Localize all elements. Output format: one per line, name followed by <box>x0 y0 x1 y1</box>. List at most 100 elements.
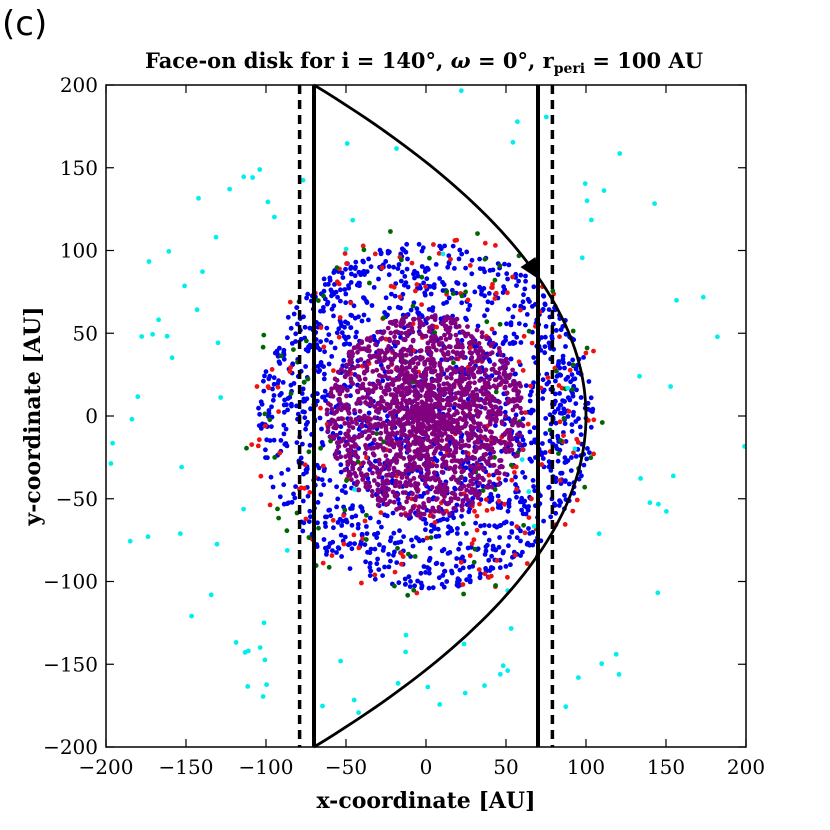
point-purple-core <box>469 359 475 365</box>
point-purple-core <box>361 460 366 466</box>
point-purple-core <box>375 487 381 493</box>
point-blue <box>342 534 348 540</box>
point-blue <box>450 243 456 249</box>
point-blue <box>388 558 393 564</box>
point-red <box>258 473 264 479</box>
point-purple-core <box>333 450 339 456</box>
point-cyan <box>261 620 267 626</box>
point-red <box>489 326 495 332</box>
point-blue <box>336 326 342 332</box>
point-purple-core <box>456 390 461 396</box>
point-purple-core <box>392 334 397 340</box>
point-blue <box>322 520 328 526</box>
point-blue <box>454 556 460 561</box>
point-red <box>512 470 517 475</box>
point-green <box>334 265 340 271</box>
point-cyan <box>164 333 170 339</box>
point-green <box>374 431 380 436</box>
point-blue <box>289 499 295 505</box>
point-green <box>444 289 450 294</box>
point-blue <box>567 397 573 403</box>
point-blue <box>268 474 274 480</box>
point-purple-core <box>439 348 444 353</box>
point-red <box>318 325 324 330</box>
point-purple-core <box>400 352 405 358</box>
point-green <box>472 546 478 552</box>
point-blue <box>446 524 451 530</box>
point-blue <box>364 531 370 536</box>
point-blue <box>573 419 579 424</box>
point-purple-core <box>427 325 432 330</box>
point-purple-core <box>461 404 466 410</box>
point-blue <box>524 541 530 547</box>
point-purple-core <box>380 498 386 503</box>
point-blue <box>546 459 552 465</box>
point-blue <box>298 455 304 461</box>
point-blue <box>355 522 361 527</box>
point-purple-core <box>438 335 444 341</box>
point-blue <box>324 337 329 343</box>
point-blue <box>321 482 327 488</box>
point-cyan <box>213 234 219 240</box>
point-blue <box>281 501 287 507</box>
point-blue <box>416 241 422 247</box>
point-red <box>399 550 404 556</box>
point-purple-core <box>358 346 363 352</box>
point-blue <box>570 357 576 363</box>
point-purple-core <box>440 464 445 470</box>
point-red <box>372 251 378 257</box>
point-purple-core <box>392 387 398 393</box>
point-purple-core <box>397 419 403 425</box>
point-blue <box>502 409 508 415</box>
point-purple-core <box>401 456 407 461</box>
point-purple-core <box>413 481 418 486</box>
point-blue <box>321 276 327 282</box>
point-blue <box>317 347 323 353</box>
point-red <box>348 300 354 306</box>
point-purple-core <box>347 423 352 429</box>
point-purple-core <box>387 338 393 344</box>
point-purple-core <box>459 507 465 513</box>
point-green <box>599 420 605 425</box>
point-blue <box>307 442 313 448</box>
point-purple-core <box>370 387 376 393</box>
point-purple-core <box>450 366 456 372</box>
point-purple-core <box>421 431 427 436</box>
point-blue <box>348 280 354 285</box>
point-blue <box>482 522 487 528</box>
point-red <box>494 558 500 563</box>
point-purple-core <box>458 396 464 401</box>
point-blue <box>518 553 523 558</box>
point-blue <box>380 573 385 578</box>
point-blue <box>477 256 482 262</box>
point-purple-core <box>444 375 450 380</box>
point-blue <box>509 529 515 534</box>
point-purple-core <box>418 373 424 378</box>
point-green <box>451 360 456 366</box>
point-purple-core <box>441 454 447 459</box>
point-purple-core <box>457 464 463 470</box>
point-blue <box>352 266 358 271</box>
point-blue <box>514 494 519 500</box>
point-blue <box>330 431 336 436</box>
point-blue <box>508 356 514 362</box>
point-cyan <box>245 684 251 689</box>
point-blue <box>322 282 328 287</box>
point-blue <box>339 488 345 493</box>
point-purple-core <box>460 344 465 350</box>
point-purple-core <box>401 426 406 431</box>
point-purple-core <box>363 429 368 435</box>
point-purple-core <box>418 515 424 521</box>
point-purple-core <box>442 323 448 329</box>
point-red <box>318 405 323 411</box>
point-purple-core <box>357 408 363 414</box>
x-tick-label: −50 <box>325 755 367 779</box>
point-blue <box>442 569 447 574</box>
point-blue <box>473 520 478 526</box>
point-blue <box>280 380 286 385</box>
point-purple-core <box>384 459 389 465</box>
point-purple-core <box>441 511 446 516</box>
point-red <box>249 442 255 447</box>
point-blue <box>469 271 475 277</box>
point-purple-core <box>469 464 474 470</box>
